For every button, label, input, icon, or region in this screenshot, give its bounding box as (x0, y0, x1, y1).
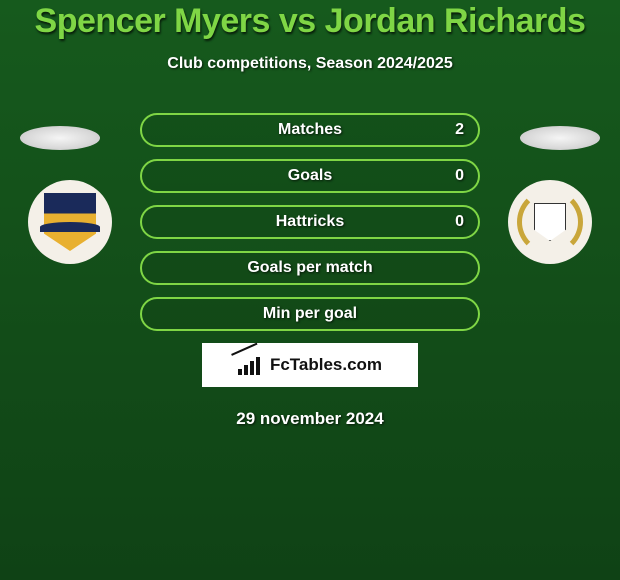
page-title: Spencer Myers vs Jordan Richards (0, 2, 620, 41)
generated-date: 29 november 2024 (0, 409, 620, 429)
stat-value: 2 (455, 121, 464, 139)
stat-row-goals: Goals 0 (140, 159, 480, 193)
stat-label: Min per goal (263, 305, 357, 323)
stat-value: 0 (455, 167, 464, 185)
stat-label: Goals per match (247, 259, 372, 277)
bar-chart-icon (238, 355, 264, 375)
infographic-card: Spencer Myers vs Jordan Richards Club co… (0, 0, 620, 429)
stat-row-hattricks: Hattricks 0 (140, 205, 480, 239)
stat-row-matches: Matches 2 (140, 113, 480, 147)
stat-value: 0 (455, 213, 464, 231)
stat-label: Goals (288, 167, 332, 185)
subtitle: Club competitions, Season 2024/2025 (0, 55, 620, 73)
stat-label: Hattricks (276, 213, 344, 231)
fctables-logo: FcTables.com (202, 343, 418, 387)
stat-row-min-per-goal: Min per goal (140, 297, 480, 331)
stats-list: Matches 2 Goals 0 Hattricks 0 Goals per … (0, 113, 620, 331)
logo-text: FcTables.com (270, 355, 382, 375)
stat-label: Matches (278, 121, 342, 139)
stat-row-goals-per-match: Goals per match (140, 251, 480, 285)
